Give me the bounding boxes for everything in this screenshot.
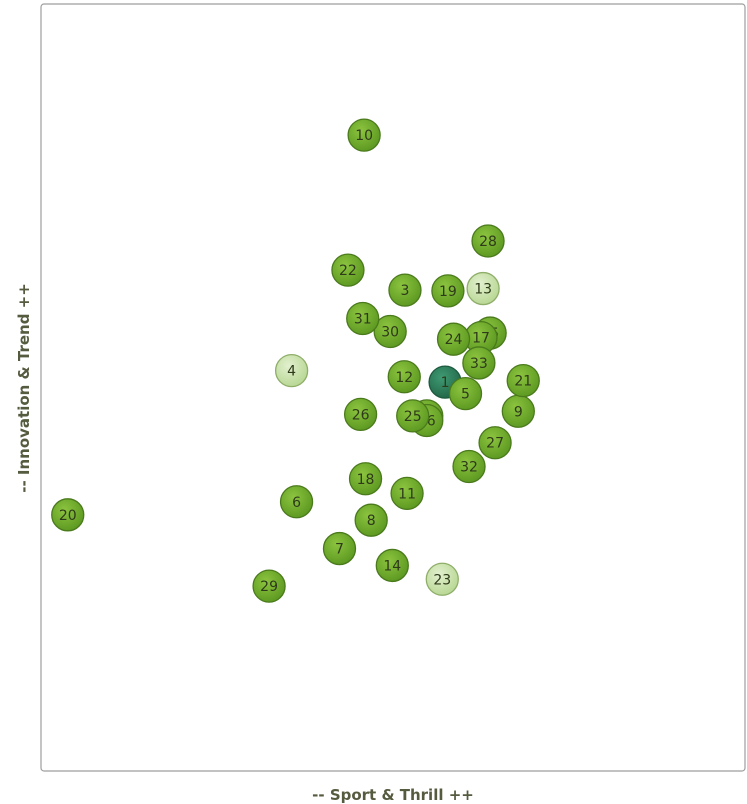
scatter-point-20[interactable]: 20: [51, 498, 85, 532]
point-marker[interactable]: [388, 273, 422, 307]
point-label: 27: [486, 436, 504, 452]
scatter-point-21[interactable]: 21: [506, 363, 540, 398]
scatter-point-28[interactable]: 28: [471, 224, 505, 258]
point-label: 29: [260, 579, 278, 595]
point-label: 22: [339, 263, 357, 279]
point-marker[interactable]: [375, 548, 409, 583]
point-marker[interactable]: [274, 353, 309, 388]
scatter-point-12[interactable]: 12: [387, 360, 421, 394]
point-marker[interactable]: [322, 531, 357, 566]
point-label: 23: [433, 572, 451, 588]
point-label: 20: [59, 508, 77, 524]
scatter-point-9[interactable]: 9: [501, 394, 535, 428]
point-label: 3: [401, 283, 410, 299]
scatter-point-10[interactable]: 10: [347, 118, 381, 152]
scatter-point-30[interactable]: 30: [373, 314, 407, 349]
scatter-point-6[interactable]: 6: [279, 485, 314, 519]
scatter-point-14[interactable]: 14: [375, 548, 409, 583]
point-label: 9: [514, 404, 523, 420]
point-marker[interactable]: [431, 274, 465, 308]
point-label: 33: [470, 356, 488, 372]
point-marker[interactable]: [448, 376, 483, 411]
point-label: 18: [357, 472, 375, 488]
y-axis-title: -- Innovation & Trend ++: [15, 283, 33, 493]
point-label: 26: [352, 407, 370, 423]
scatter-point-5[interactable]: 5: [448, 376, 483, 411]
scatter-point-17[interactable]: 17: [464, 320, 498, 355]
point-marker[interactable]: [252, 569, 286, 603]
scatter-point-22[interactable]: 22: [331, 253, 365, 287]
point-label: 13: [474, 282, 492, 298]
scatter-point-7[interactable]: 7: [322, 531, 357, 566]
scatter-point-11[interactable]: 11: [390, 476, 424, 510]
point-marker[interactable]: [462, 346, 496, 380]
point-marker[interactable]: [348, 462, 383, 496]
point-label: 24: [445, 332, 463, 348]
point-label: 10: [355, 128, 373, 144]
scatter-point-23[interactable]: 23: [425, 562, 459, 596]
scatter-point-8[interactable]: 8: [354, 503, 388, 537]
scatter-point-13[interactable]: 13: [466, 271, 500, 306]
point-label: 28: [479, 234, 497, 250]
scatter-point-27[interactable]: 27: [478, 426, 512, 460]
point-marker[interactable]: [466, 271, 500, 306]
point-label: 14: [383, 558, 401, 574]
point-label: 32: [460, 460, 478, 476]
point-marker[interactable]: [471, 224, 505, 258]
point-label: 6: [292, 495, 301, 511]
x-axis-title: -- Sport & Thrill ++: [312, 786, 474, 804]
scatter-point-24[interactable]: 24: [436, 322, 471, 356]
point-marker[interactable]: [373, 314, 407, 349]
point-marker[interactable]: [452, 449, 486, 484]
point-label: 7: [335, 542, 344, 558]
point-label: 31: [354, 311, 372, 327]
point-marker[interactable]: [346, 301, 380, 336]
point-marker[interactable]: [506, 363, 540, 398]
scatter-point-32[interactable]: 32: [452, 449, 486, 484]
point-label: 19: [439, 284, 457, 300]
point-marker[interactable]: [354, 503, 388, 537]
point-label: 5: [461, 387, 470, 403]
point-marker[interactable]: [279, 485, 314, 519]
point-label: 25: [404, 409, 422, 425]
point-label: 12: [395, 370, 413, 386]
point-marker[interactable]: [390, 476, 424, 510]
point-label: 1: [441, 375, 450, 391]
points-layer: 1234567891011121314151617181920212223242…: [51, 118, 540, 603]
point-label: 21: [514, 374, 532, 390]
point-marker[interactable]: [436, 322, 471, 356]
point-marker[interactable]: [425, 562, 459, 596]
point-marker[interactable]: [478, 426, 512, 460]
point-marker[interactable]: [387, 360, 421, 394]
point-label: 30: [381, 325, 399, 341]
scatter-point-3[interactable]: 3: [388, 273, 422, 307]
scatter-point-31[interactable]: 31: [346, 301, 380, 336]
scatter-point-19[interactable]: 19: [431, 274, 465, 308]
scatter-point-29[interactable]: 29: [252, 569, 286, 603]
point-marker[interactable]: [396, 399, 430, 433]
point-label: 11: [398, 486, 416, 502]
scatter-point-25[interactable]: 25: [396, 399, 430, 433]
point-marker[interactable]: [331, 253, 365, 287]
point-label: 4: [287, 364, 296, 380]
point-label: 8: [367, 513, 376, 529]
scatter-point-4[interactable]: 4: [274, 353, 309, 388]
point-label: 17: [472, 331, 490, 347]
point-marker[interactable]: [51, 498, 85, 532]
point-marker[interactable]: [343, 397, 378, 431]
scatter-point-18[interactable]: 18: [348, 462, 383, 496]
scatter-point-26[interactable]: 26: [343, 397, 378, 431]
point-marker[interactable]: [347, 118, 381, 152]
scatter-point-33[interactable]: 33: [462, 346, 496, 380]
